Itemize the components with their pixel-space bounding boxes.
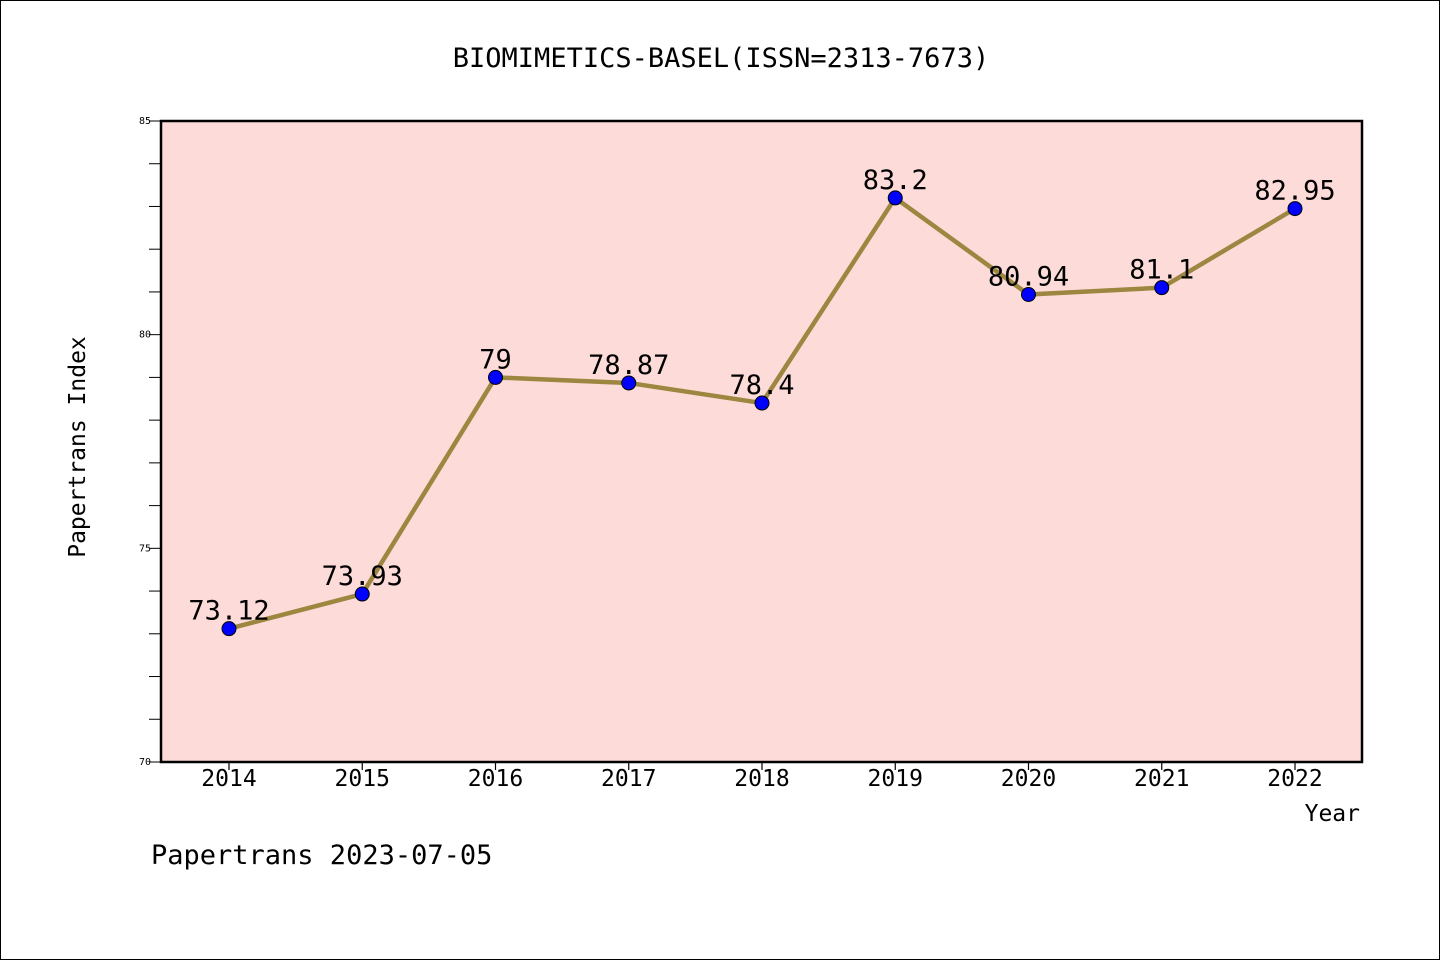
y-tick-label: 85 xyxy=(139,116,151,127)
series-layer: 73.12 73.93 79 78.87 78.4 83.2 80.94 81.1 82.95 xyxy=(188,165,1336,637)
x-tick-label: 2019 xyxy=(868,766,923,792)
data-label: 73.12 xyxy=(188,596,269,627)
data-label: 78.87 xyxy=(588,350,669,381)
x-axis-label: Year xyxy=(1305,801,1360,827)
x-axis: 2014 2015 2016 2017 2018 2019 2020 2021 2022 xyxy=(201,762,1323,792)
data-point xyxy=(754,395,770,411)
data-point xyxy=(887,190,903,206)
data-label: 78.4 xyxy=(729,370,794,401)
data-label: 81.1 xyxy=(1129,255,1194,286)
y-axis-label: Papertrans Index xyxy=(65,336,91,558)
data-label: 80.94 xyxy=(988,261,1069,292)
x-tick-label: 2020 xyxy=(1001,766,1056,792)
x-tick-label: 2018 xyxy=(734,766,789,792)
data-label: 79 xyxy=(479,344,512,375)
data-point xyxy=(221,621,237,637)
y-axis: 70 75 80 85 xyxy=(139,116,161,768)
data-point xyxy=(1021,286,1036,302)
x-tick-label: 2015 xyxy=(335,766,390,792)
y-tick-label: 70 xyxy=(139,757,151,768)
data-point xyxy=(1154,280,1170,296)
chart-title: BIOMIMETICS-BASEL(ISSN=2313-7673) xyxy=(453,43,989,74)
data-label: 73.93 xyxy=(322,561,403,592)
data-point xyxy=(354,586,370,602)
x-tick-label: 2022 xyxy=(1267,766,1322,792)
y-tick-label: 80 xyxy=(139,330,151,341)
footer-note: Papertrans 2023-07-05 xyxy=(151,840,492,871)
data-point xyxy=(488,369,503,385)
x-tick-label: 2016 xyxy=(468,766,523,792)
data-label: 82.95 xyxy=(1254,176,1335,207)
y-tick-label: 75 xyxy=(139,543,151,554)
data-point xyxy=(621,375,637,391)
x-tick-label: 2014 xyxy=(201,766,256,792)
plot-area xyxy=(159,119,1364,764)
data-label: 83.2 xyxy=(863,165,928,196)
x-tick-label: 2021 xyxy=(1134,766,1189,792)
data-point xyxy=(1287,201,1303,217)
x-tick-label: 2017 xyxy=(601,766,656,792)
